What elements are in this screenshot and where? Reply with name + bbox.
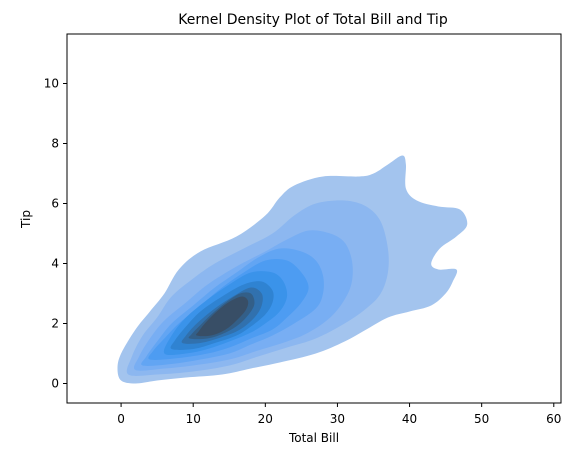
y-axis-label: Tip [19,210,33,229]
y-tick-label: 2 [51,317,59,331]
x-axis-label: Total Bill [288,431,339,445]
density-contours [117,155,468,384]
y-axis-ticks: 0 2 4 6 8 10 [44,77,67,391]
x-tick-label: 0 [117,412,125,426]
y-tick-label: 0 [51,377,59,391]
y-tick-label: 8 [51,137,59,151]
x-tick-label: 10 [186,412,201,426]
x-tick-label: 60 [546,412,561,426]
x-tick-label: 20 [258,412,273,426]
y-tick-label: 4 [51,257,59,271]
chart-title: Kernel Density Plot of Total Bill and Ti… [178,12,448,28]
x-axis-ticks: 0 10 20 30 40 50 60 [117,403,561,426]
x-tick-label: 30 [330,412,345,426]
y-tick-label: 6 [51,197,59,211]
plot-frame [66,33,562,404]
x-tick-label: 50 [474,412,489,426]
density-contour-level-10 [196,296,249,337]
x-tick-label: 40 [402,412,417,426]
y-tick-label: 10 [44,77,59,91]
